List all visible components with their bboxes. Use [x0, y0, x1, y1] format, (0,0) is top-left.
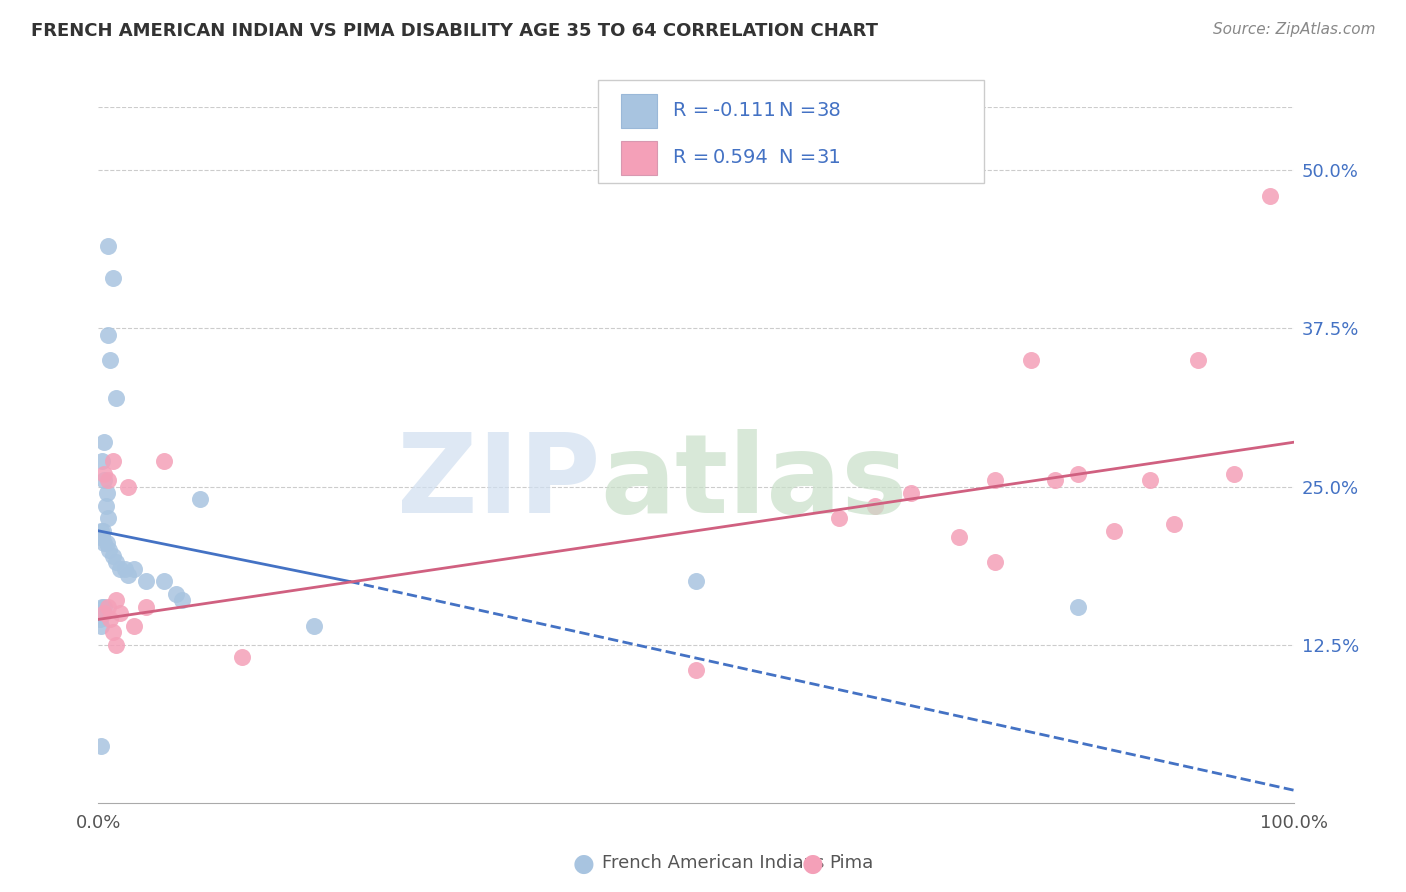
Text: N =: N =	[779, 148, 823, 168]
Point	[108, 562, 131, 576]
Point	[828, 511, 851, 525]
Point	[101, 625, 124, 640]
Point	[90, 739, 112, 753]
Point	[685, 663, 707, 677]
Point	[105, 593, 128, 607]
Point	[1067, 467, 1090, 481]
Point	[91, 454, 114, 468]
Point	[1104, 524, 1126, 538]
Point	[865, 499, 887, 513]
Point	[94, 499, 117, 513]
Point	[302, 618, 325, 632]
Point	[101, 454, 124, 468]
Point	[124, 562, 146, 576]
Point	[89, 612, 111, 626]
Text: N =: N =	[779, 102, 823, 120]
Point	[900, 486, 922, 500]
Point	[98, 612, 122, 626]
Point	[1019, 353, 1042, 368]
Point	[1139, 473, 1161, 487]
Point	[93, 467, 115, 481]
Point	[1258, 188, 1281, 202]
Point	[101, 549, 124, 563]
Text: ZIP: ZIP	[396, 429, 600, 536]
Point	[105, 556, 128, 570]
Point	[188, 492, 211, 507]
Point	[96, 536, 118, 550]
Point	[135, 599, 157, 614]
Point	[135, 574, 157, 589]
Text: ●: ●	[572, 852, 595, 875]
Point	[948, 530, 970, 544]
Point	[97, 599, 120, 614]
Point	[90, 524, 112, 538]
Point	[153, 454, 176, 468]
Point	[172, 593, 194, 607]
Point	[96, 486, 118, 500]
Text: FRENCH AMERICAN INDIAN VS PIMA DISABILITY AGE 35 TO 64 CORRELATION CHART: FRENCH AMERICAN INDIAN VS PIMA DISABILIT…	[31, 22, 877, 40]
Point	[93, 606, 115, 620]
Point	[91, 530, 114, 544]
Text: -0.111: -0.111	[713, 102, 776, 120]
Point	[98, 542, 121, 557]
Point	[685, 574, 707, 589]
Text: R =: R =	[673, 148, 716, 168]
Text: Source: ZipAtlas.com: Source: ZipAtlas.com	[1212, 22, 1375, 37]
Point	[89, 530, 111, 544]
Point	[1067, 599, 1090, 614]
Point	[105, 391, 128, 405]
Point	[93, 599, 115, 614]
Point	[124, 618, 146, 632]
Point	[91, 524, 114, 538]
Point	[984, 473, 1007, 487]
Text: 31: 31	[817, 148, 842, 168]
Point	[91, 599, 114, 614]
Point	[153, 574, 176, 589]
Point	[93, 536, 115, 550]
Point	[231, 650, 253, 665]
Point	[101, 270, 124, 285]
Point	[93, 473, 115, 487]
Text: atlas: atlas	[600, 429, 908, 536]
Point	[1043, 473, 1066, 487]
Point	[97, 511, 120, 525]
Point	[98, 353, 122, 368]
Point	[105, 638, 128, 652]
Text: ●: ●	[801, 852, 824, 875]
Point	[114, 562, 136, 576]
Point	[984, 556, 1007, 570]
Point	[117, 568, 139, 582]
Point	[165, 587, 187, 601]
Point	[97, 473, 120, 487]
Point	[97, 327, 120, 342]
Text: R =: R =	[673, 102, 716, 120]
Text: 0.594: 0.594	[713, 148, 769, 168]
Point	[97, 239, 120, 253]
Point	[117, 479, 139, 493]
Point	[93, 435, 115, 450]
Point	[1223, 467, 1246, 481]
Text: Pima: Pima	[830, 855, 873, 872]
Text: 38: 38	[817, 102, 842, 120]
Point	[90, 618, 112, 632]
Text: French American Indians: French American Indians	[602, 855, 824, 872]
Point	[108, 606, 131, 620]
Point	[1187, 353, 1209, 368]
Point	[90, 606, 112, 620]
Point	[1163, 517, 1185, 532]
